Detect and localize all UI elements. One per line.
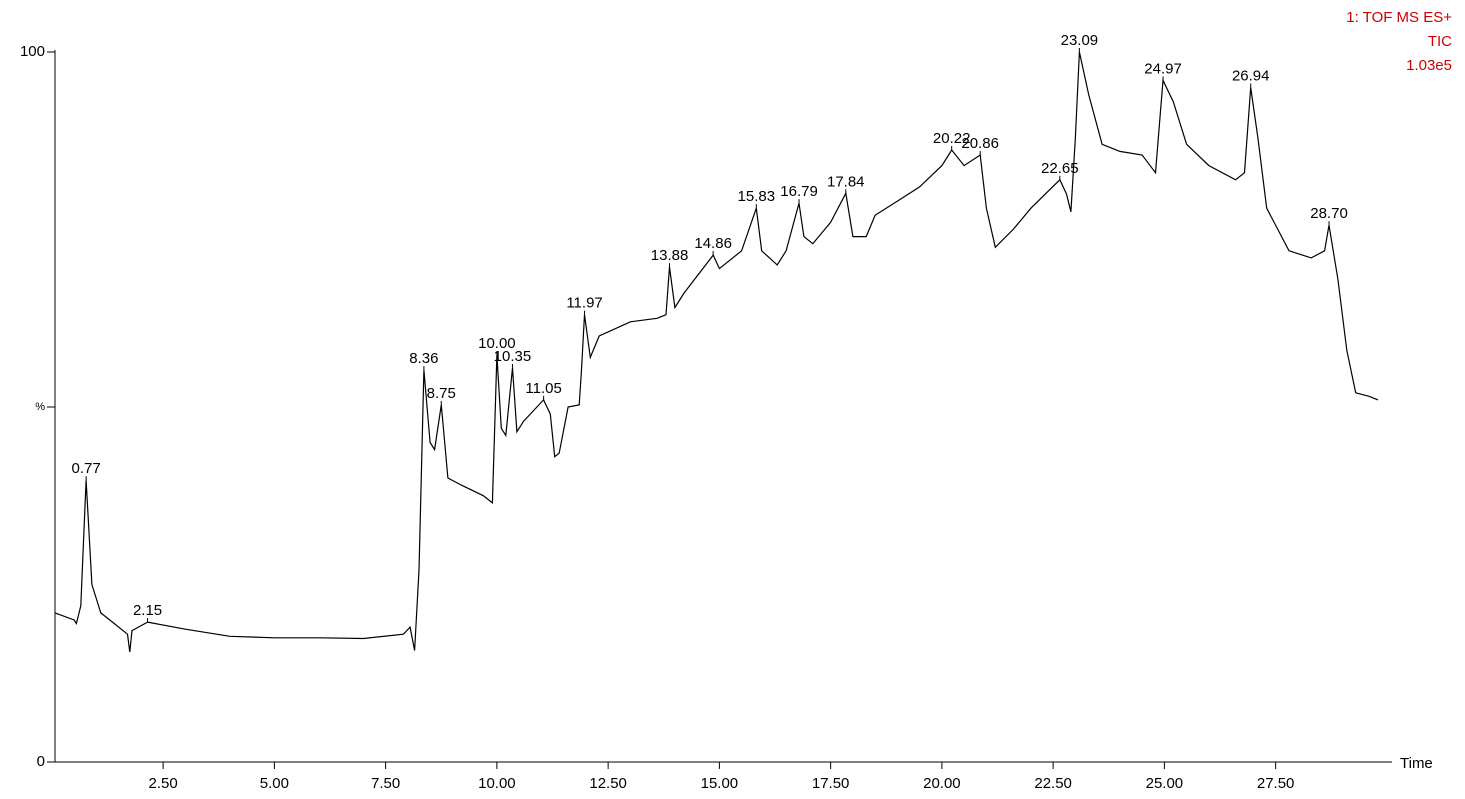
peak-label: 10.00 [478, 335, 516, 352]
y-tick-label: % [35, 401, 45, 413]
x-tick-label: 7.50 [371, 775, 400, 792]
peak-label: 10.35 [494, 348, 532, 365]
x-axis-label: Time [1400, 755, 1433, 772]
annotation: 1: TOF MS ES+ [1346, 9, 1452, 26]
annotation: 1.03e5 [1406, 57, 1452, 74]
annotation: TIC [1428, 33, 1452, 50]
peak-label: 20.86 [961, 135, 999, 152]
y-tick-label: 0 [37, 753, 45, 770]
peak-label: 17.84 [827, 173, 865, 190]
peak-label: 20.22 [933, 130, 971, 147]
peak-label: 24.97 [1144, 60, 1182, 77]
peak-label: 8.36 [409, 350, 438, 367]
y-tick-label: 100 [20, 43, 45, 60]
peak-label: 11.05 [525, 380, 561, 397]
peak-label: 11.97 [566, 295, 602, 312]
x-tick-label: 25.00 [1146, 775, 1184, 792]
x-tick-label: 12.50 [589, 775, 627, 792]
peak-label: 16.79 [780, 183, 818, 200]
peak-label: 2.15 [133, 602, 162, 619]
x-tick-label: 20.00 [923, 775, 961, 792]
peak-label: 13.88 [651, 247, 689, 264]
x-tick-label: 15.00 [701, 775, 739, 792]
x-tick-label: 17.50 [812, 775, 850, 792]
peak-label: 8.75 [427, 385, 456, 402]
peak-label: 0.77 [72, 460, 101, 477]
peak-label: 22.65 [1041, 160, 1079, 177]
peak-label: 15.83 [738, 188, 776, 205]
x-tick-label: 2.50 [149, 775, 178, 792]
trace [54, 51, 1379, 653]
peak-label: 14.86 [694, 235, 732, 252]
x-tick-label: 22.50 [1034, 775, 1072, 792]
peak-label: 28.70 [1310, 205, 1348, 222]
x-tick-label: 5.00 [260, 775, 289, 792]
x-tick-label: 27.50 [1257, 775, 1295, 792]
x-tick-label: 10.00 [478, 775, 516, 792]
peak-label: 23.09 [1061, 32, 1099, 49]
peak-label: 26.94 [1232, 67, 1270, 84]
